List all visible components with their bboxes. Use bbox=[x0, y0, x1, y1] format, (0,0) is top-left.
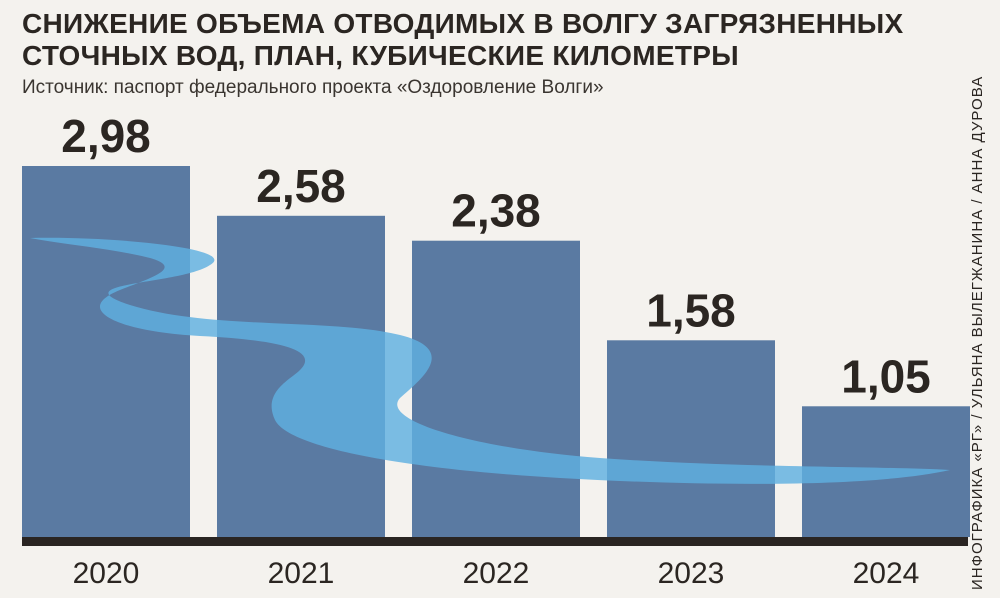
bar-2022 bbox=[412, 240, 580, 537]
value-label-2024: 1,05 bbox=[841, 350, 931, 402]
value-label-2020: 2,98 bbox=[61, 110, 151, 162]
category-label-2022: 2022 bbox=[463, 557, 530, 590]
chart-baseline bbox=[22, 537, 968, 546]
bar-2023 bbox=[607, 340, 775, 537]
chart-title: СНИЖЕНИЕ ОБЪЕМА ОТВОДИМЫХ В ВОЛГУ ЗАГРЯЗ… bbox=[22, 8, 904, 71]
category-label-2020: 2020 bbox=[73, 557, 140, 590]
value-label-2023: 1,58 bbox=[646, 284, 736, 336]
value-label-2022: 2,38 bbox=[451, 185, 541, 237]
category-label-2023: 2023 bbox=[658, 557, 725, 590]
bar-2020 bbox=[22, 166, 190, 537]
category-label-2024: 2024 bbox=[853, 557, 920, 590]
value-label-2021: 2,58 bbox=[256, 160, 346, 212]
source-note: Источник: паспорт федерального проекта «… bbox=[22, 77, 604, 98]
category-label-2021: 2021 bbox=[268, 557, 335, 590]
